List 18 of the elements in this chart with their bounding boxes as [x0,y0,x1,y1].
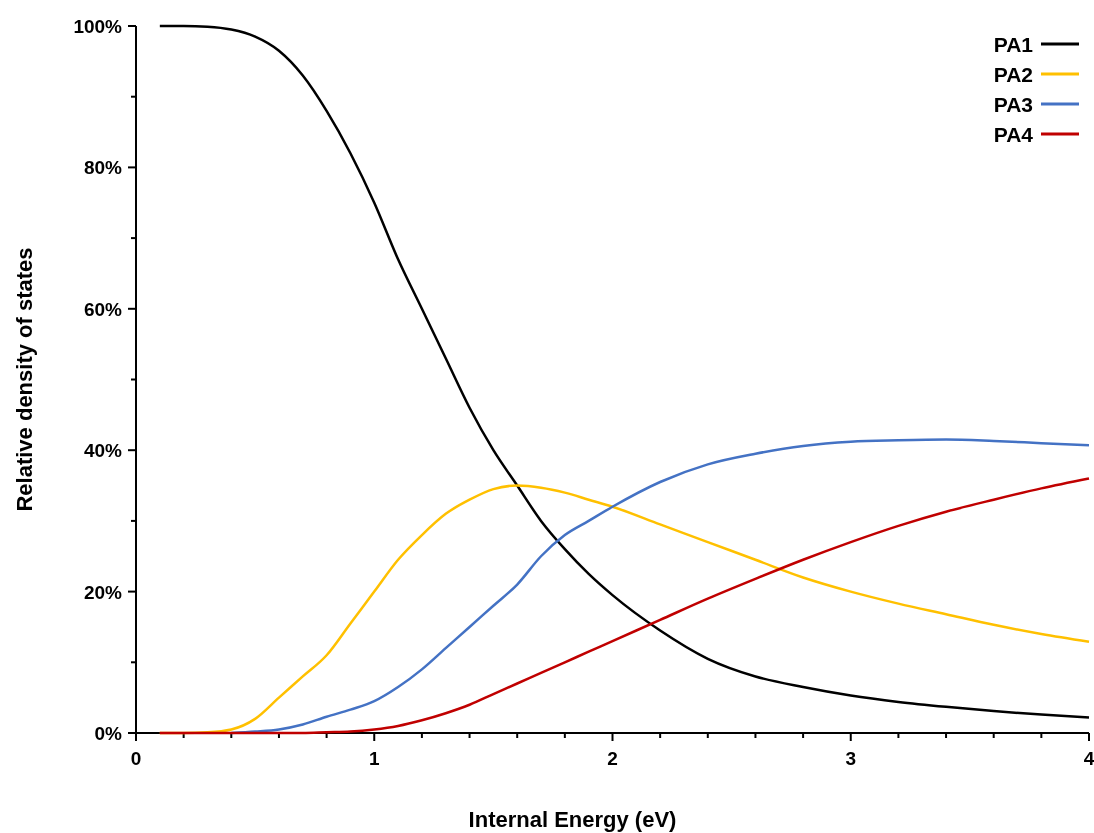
x-tick-label: 4 [1083,748,1094,769]
y-axis-title: Relative density of states [12,247,37,512]
legend-label: PA3 [993,93,1033,116]
y-tick-label: 0% [94,723,123,744]
legend-label: PA2 [993,63,1033,86]
x-tick-label: 1 [368,748,380,769]
x-axis-title: Internal Energy (eV) [468,807,677,832]
y-tick-label: 40% [83,440,123,462]
x-tick-label: 3 [845,748,857,769]
legend-label: PA4 [993,123,1034,146]
y-tick-label: 80% [83,157,123,179]
x-tick-label: 2 [607,748,618,769]
y-tick-label: 20% [83,581,123,603]
legend-label: PA1 [993,33,1034,56]
line-series [158,24,1091,719]
x-tick-label: 0 [130,748,142,769]
y-tick-label: 60% [83,298,123,320]
y-tick-label: 100% [73,16,123,37]
